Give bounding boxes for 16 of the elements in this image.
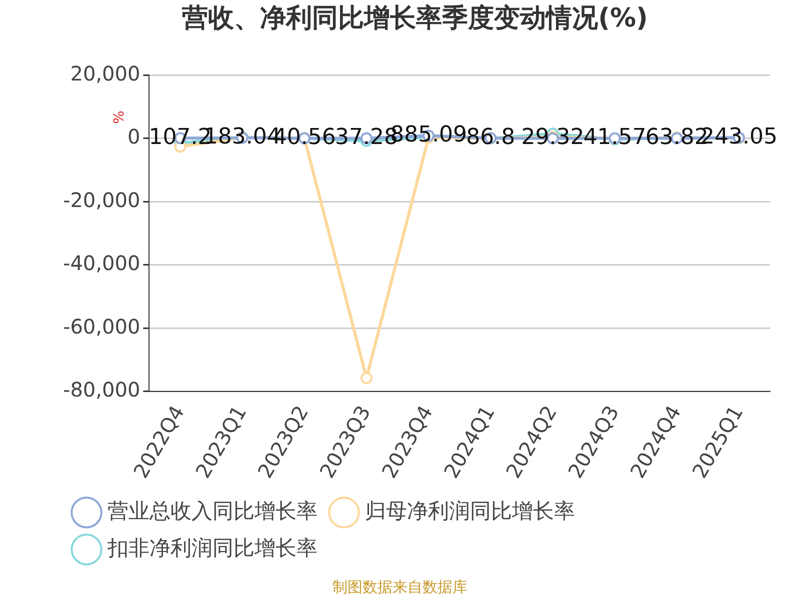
y-tick-label: -60,000 <box>62 314 140 338</box>
text: 制图数据来自数据库 <box>332 578 468 596</box>
y-axis-title: % <box>112 110 128 124</box>
data-label: 41.57 <box>583 125 646 150</box>
y-tick-label: -20,000 <box>62 188 140 212</box>
data-label: 86.8 <box>466 124 516 150</box>
y-tick-label: -40,000 <box>62 251 140 276</box>
data-label: 29.32 <box>521 125 584 150</box>
point <box>360 372 372 384</box>
legend-label: 扣非净利润同比增长率 <box>106 536 318 560</box>
y-tick-label: 20,000 <box>70 61 140 86</box>
chart-title: 营收、净利同比增长率季度变动情况(%) <box>181 3 648 34</box>
legend-label: 归母净利润同比增长率 <box>365 498 575 523</box>
legend-label: 营业总收入同比增长率 <box>108 498 318 523</box>
y-tick-label: -80,000 <box>62 377 140 402</box>
y-tick-label: 0 <box>127 124 140 149</box>
